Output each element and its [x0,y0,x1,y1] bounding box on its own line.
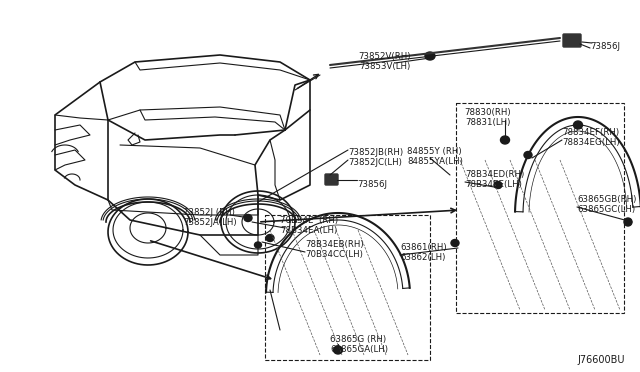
Text: 73852JB(RH)
73852JC(LH): 73852JB(RH) 73852JC(LH) [348,148,403,167]
FancyBboxPatch shape [563,34,581,47]
Text: 78B34EB(RH)
70B34CC(LH): 78B34EB(RH) 70B34CC(LH) [305,240,364,259]
Text: 84855Y (RH)
84855YA(LH): 84855Y (RH) 84855YA(LH) [407,147,463,166]
Ellipse shape [425,52,435,60]
Ellipse shape [524,151,532,158]
Ellipse shape [573,121,582,129]
Text: 78834EF(RH)
78834EG(LH): 78834EF(RH) 78834EG(LH) [562,128,620,147]
Text: 70B34E  (RH)
78B34EA(LH): 70B34E (RH) 78B34EA(LH) [280,216,338,235]
Text: 78B34ED(RH)
78B34EE(LH): 78B34ED(RH) 78B34EE(LH) [465,170,524,189]
Ellipse shape [244,215,252,221]
Text: 63861(RH)
63862(LH): 63861(RH) 63862(LH) [400,243,447,262]
Text: 73852V(RH)
73853V(LH): 73852V(RH) 73853V(LH) [359,52,412,71]
Ellipse shape [451,240,459,247]
FancyBboxPatch shape [325,174,338,185]
Text: 63865G (RH)
63865GA(LH): 63865G (RH) 63865GA(LH) [330,335,388,355]
Text: 73852J (RH)
73852JA(LH): 73852J (RH) 73852JA(LH) [183,208,237,227]
Text: 63865GB(RH)
63865GC(LH): 63865GB(RH) 63865GC(LH) [577,195,636,214]
Ellipse shape [255,242,262,248]
Ellipse shape [494,182,502,189]
Text: 78830(RH)
78831(LH): 78830(RH) 78831(LH) [465,108,511,127]
Ellipse shape [333,346,342,354]
Text: 73856J: 73856J [590,42,620,51]
Ellipse shape [500,136,509,144]
Text: 73856J: 73856J [357,180,387,189]
Ellipse shape [266,234,274,241]
Ellipse shape [624,218,632,226]
Text: J76600BU: J76600BU [577,355,625,365]
